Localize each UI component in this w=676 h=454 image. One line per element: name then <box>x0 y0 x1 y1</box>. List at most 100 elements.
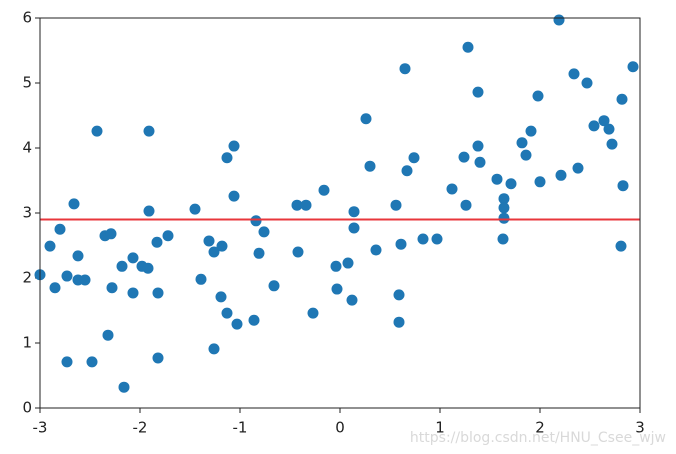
scatter-point <box>520 149 532 161</box>
scatter-point <box>491 173 503 185</box>
scatter-point <box>408 152 420 164</box>
scatter-point <box>462 41 474 53</box>
scatter-point <box>364 160 376 172</box>
scatter-point <box>102 329 114 341</box>
plot-frame <box>39 17 641 409</box>
scatter-point <box>79 274 91 286</box>
scatter-point <box>497 233 509 245</box>
scatter-point <box>216 240 228 252</box>
scatter-point <box>300 199 312 211</box>
scatter-point <box>49 282 61 294</box>
scatter-point <box>553 14 565 26</box>
y-tick-label: 5 <box>22 74 32 92</box>
scatter-point <box>390 199 402 211</box>
scatter-point <box>258 226 270 238</box>
scatter-point <box>221 152 233 164</box>
scatter-point <box>616 93 628 105</box>
scatter-point <box>516 137 528 149</box>
y-tick-label: 3 <box>22 204 32 222</box>
scatter-point <box>458 151 470 163</box>
scatter-point <box>534 176 546 188</box>
scatter-point <box>318 184 330 196</box>
scatter-point <box>307 307 319 319</box>
scatter-point <box>572 162 584 174</box>
scatter-point <box>162 230 174 242</box>
scatter-point <box>228 190 240 202</box>
scatter-point <box>431 233 443 245</box>
scatter-point <box>472 86 484 98</box>
scatter-point <box>231 318 243 330</box>
scatter-point <box>393 316 405 328</box>
scatter-point <box>91 125 103 137</box>
scatter-point <box>68 198 80 210</box>
scatter-point <box>248 314 260 326</box>
scatter-point <box>395 238 407 250</box>
scatter-point <box>86 356 98 368</box>
scatter-point <box>44 240 56 252</box>
scatter-point <box>152 287 164 299</box>
x-tick-label: -2 <box>133 419 148 437</box>
scatter-point <box>268 280 280 292</box>
scatter-point <box>208 343 220 355</box>
scatter-point <box>532 90 544 102</box>
scatter-point <box>360 113 372 125</box>
scatter-point <box>152 352 164 364</box>
scatter-point <box>189 203 201 215</box>
scatter-point <box>331 283 343 295</box>
scatter-point <box>615 240 627 252</box>
scatter-point <box>370 244 382 256</box>
scatter-point <box>72 250 84 262</box>
scatter-point <box>568 68 580 80</box>
scatter-point <box>221 307 233 319</box>
scatter-point <box>105 228 117 240</box>
scatter-point <box>606 138 618 150</box>
scatter-point <box>195 273 207 285</box>
y-tick-label: 6 <box>22 9 32 27</box>
x-tick-label: -1 <box>233 419 248 437</box>
y-tick-label: 2 <box>22 269 32 287</box>
scatter-point <box>127 252 139 264</box>
y-tick-label: 4 <box>22 139 32 157</box>
scatter-point <box>215 291 227 303</box>
scatter-point <box>106 282 118 294</box>
scatter-point <box>61 356 73 368</box>
scatter-point <box>116 260 128 272</box>
scatter-point <box>627 61 639 73</box>
scatter-point <box>151 236 163 248</box>
scatter-point <box>143 205 155 217</box>
scatter-point <box>330 260 342 272</box>
scatter-point <box>250 215 262 227</box>
scatter-point <box>401 165 413 177</box>
scatter-point <box>603 123 615 135</box>
scatter-point <box>417 233 429 245</box>
scatter-point <box>393 289 405 301</box>
scatter-point <box>446 183 458 195</box>
watermark: https://blog.csdn.net/HNU_Csee_wjw <box>410 430 666 446</box>
scatter-point <box>617 180 629 192</box>
x-tick-label: 3 <box>635 419 645 437</box>
scatter-point <box>118 381 130 393</box>
scatter-point <box>460 199 472 211</box>
scatter-point <box>346 294 358 306</box>
scatter-point <box>472 140 484 152</box>
scatter-point <box>399 63 411 75</box>
scatter-point <box>555 169 567 181</box>
scatter-point <box>525 125 537 137</box>
scatter-point <box>588 120 600 132</box>
x-tick-label: 1 <box>435 419 445 437</box>
scatter-point <box>292 246 304 258</box>
scatter-point <box>498 193 510 205</box>
scatter-point <box>127 287 139 299</box>
scatter-point <box>348 222 360 234</box>
scatter-point <box>143 125 155 137</box>
x-tick-label: -3 <box>33 419 48 437</box>
scatter-point <box>505 178 517 190</box>
scatter-point <box>61 270 73 282</box>
scatter-point <box>291 199 303 211</box>
x-tick-label: 2 <box>535 419 545 437</box>
scatter-point <box>208 246 220 258</box>
scatter-point <box>342 257 354 269</box>
y-tick-label: 1 <box>22 334 32 352</box>
scatter-point <box>498 202 510 214</box>
